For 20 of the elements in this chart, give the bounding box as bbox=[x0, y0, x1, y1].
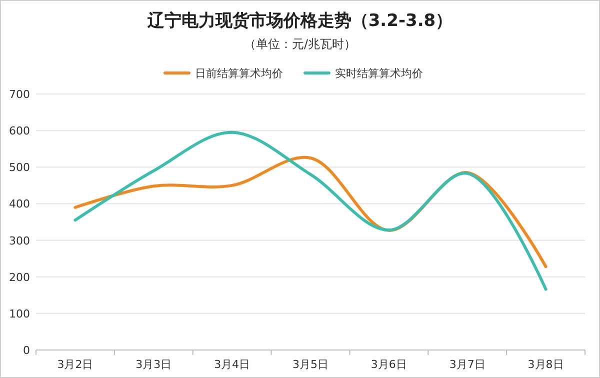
chart-title: 辽宁电力现货市场价格走势（3.2-3.8） bbox=[146, 11, 453, 31]
y-tick-label: 0 bbox=[23, 344, 30, 357]
chart-subtitle: （单位：元/兆瓦时） bbox=[244, 37, 356, 51]
x-tick-label: 3月6日 bbox=[370, 358, 407, 371]
line-series bbox=[74, 130, 548, 291]
legend-label: 日前结算算术均价 bbox=[195, 67, 283, 80]
y-tick-label: 200 bbox=[9, 270, 30, 284]
x-tick-label: 3月4日 bbox=[214, 358, 250, 371]
y-tick-label: 300 bbox=[9, 234, 30, 248]
x-tick-label: 3月8日 bbox=[528, 358, 564, 371]
x-tick-label: 3月2日 bbox=[57, 358, 94, 371]
legend-label: 实时结算算术均价 bbox=[335, 67, 423, 80]
y-tick-label: 600 bbox=[9, 124, 30, 138]
y-tick-label: 400 bbox=[9, 198, 30, 211]
x-tick-label: 3月5日 bbox=[292, 358, 328, 371]
x-tick-label: 3月3日 bbox=[136, 358, 172, 371]
y-tick-label: 700 bbox=[9, 88, 30, 101]
x-tick-label: 3月7日 bbox=[449, 358, 486, 371]
y-tick-label: 500 bbox=[9, 161, 30, 174]
y-tick-label: 100 bbox=[9, 307, 30, 320]
